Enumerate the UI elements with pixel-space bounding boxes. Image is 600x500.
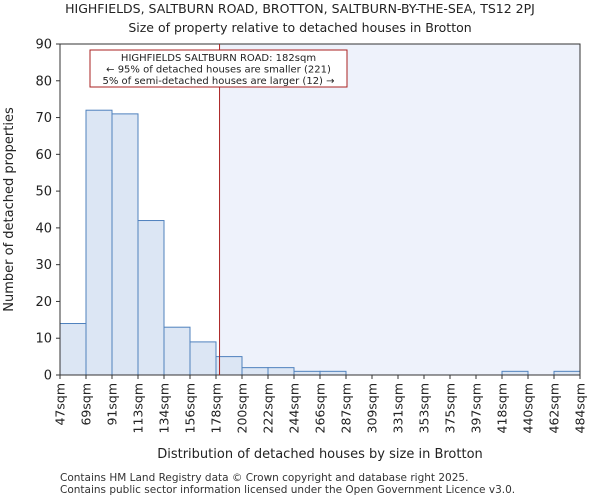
bar-69sqm [85,109,113,376]
y-axis-label: Number of detached properties [2,107,17,312]
x-tick-label: 309sqm [365,383,380,433]
annotation-line: ← 95% of detached houses are smaller (22… [106,65,331,76]
highlight-region [219,44,580,375]
y-tick-label: 0 [44,369,52,384]
x-tick-label: 222sqm [261,383,276,433]
footer-licence: Contains public sector information licen… [60,484,516,496]
bar-47sqm [59,323,87,376]
bar-113sqm [137,220,165,376]
chart-subtitle: Size of property relative to detached ho… [128,20,472,35]
y-tick-label: 90 [35,38,52,53]
x-tick-label: 244sqm [287,383,302,433]
y-tick-label: 40 [35,221,52,236]
x-tick-label: 200sqm [235,383,250,433]
bar-462sqm [553,370,581,376]
y-tick-label: 80 [35,74,52,89]
y-tick-label: 30 [35,258,52,273]
x-tick-label: 353sqm [417,383,432,433]
x-tick-label: 375sqm [443,383,458,433]
x-tick-label: 134sqm [157,383,172,433]
x-tick-label: 178sqm [209,383,224,433]
x-tick-label: 397sqm [469,383,484,433]
y-tick-label: 60 [35,148,52,163]
bar-200sqm [241,367,269,376]
bar-266sqm [319,370,347,376]
x-tick-label: 440sqm [521,383,536,433]
bar-418sqm [501,370,529,376]
annotation-line: HIGHFIELDS SALTBURN ROAD: 182sqm [121,53,316,64]
chart-area: 0 10 20 30 40 50 60 70 80 90 47sqm 69sqm 91sqm 113sqm… [2,38,588,463]
y-tick-label: 70 [35,111,52,126]
x-tick-label: 156sqm [183,383,198,433]
x-tick-label: 418sqm [495,383,510,433]
annotation-box [89,49,348,88]
y-tick-label: 10 [35,332,52,347]
y-tick-label: 50 [35,185,52,200]
bar-134sqm [163,326,191,376]
bar-156sqm [189,341,217,376]
annotation-line: 5% of semi-detached houses are larger (1… [102,76,334,87]
x-tick-label: 69sqm [79,383,94,426]
chart-title: HIGHFIELDS, SALTBURN ROAD, BROTTON, SALT… [65,1,535,16]
x-tick-label: 47sqm [53,383,68,426]
x-tick-label: 266sqm [313,383,328,433]
x-tick-label: 484sqm [573,383,588,433]
bar-91sqm [111,113,139,376]
x-tick-label: 287sqm [339,383,354,433]
x-tick-label: 91sqm [105,383,120,426]
x-axis-label: Distribution of detached houses by size … [157,447,483,462]
bar-244sqm [293,370,321,376]
x-tick-label: 113sqm [131,383,146,433]
x-tick-label: 462sqm [547,383,562,433]
x-tick-label: 331sqm [391,383,406,433]
footer-copyright: Contains HM Land Registry data © Crown c… [60,472,469,484]
y-tick-label: 20 [35,295,52,310]
bar-222sqm [267,367,295,376]
